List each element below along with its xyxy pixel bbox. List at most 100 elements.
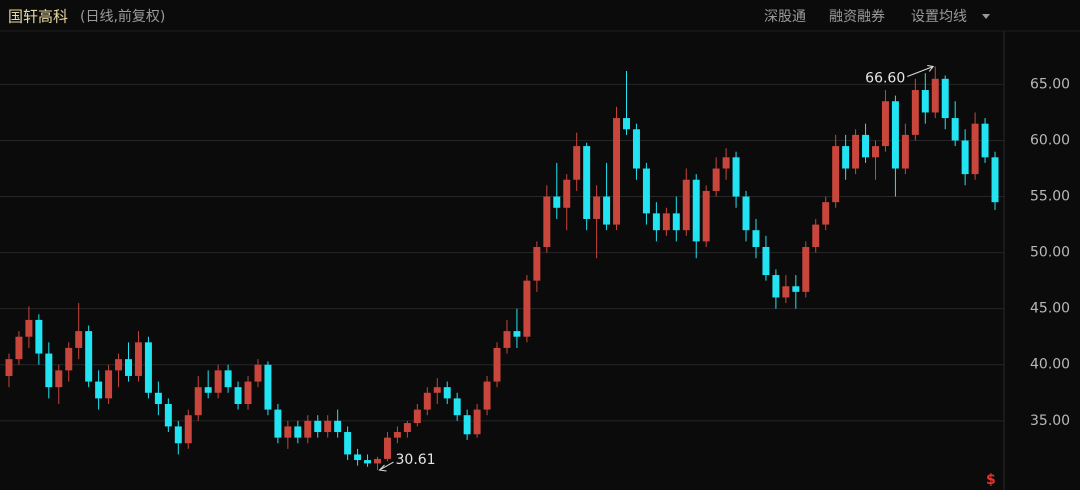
candle-body <box>732 157 740 197</box>
candle-body <box>393 432 401 438</box>
candle-body <box>722 157 730 169</box>
toolbar-button[interactable]: 深股通 <box>764 9 806 25</box>
candle-body <box>752 230 760 248</box>
candle-body <box>453 398 461 416</box>
candle-body <box>164 403 172 427</box>
candle-body <box>971 123 979 175</box>
candle-body <box>15 336 23 360</box>
candle-body <box>842 146 850 169</box>
candle-body <box>603 196 611 225</box>
candle-body <box>911 90 919 135</box>
candle-body <box>543 196 551 248</box>
annotation-arrowhead <box>378 464 387 472</box>
candle-body <box>712 168 720 191</box>
candle-body <box>961 140 969 175</box>
candle-body <box>55 370 63 388</box>
candle-body <box>314 420 322 433</box>
candle-body <box>632 129 640 169</box>
candle-body <box>244 381 252 404</box>
candle-body <box>762 247 770 276</box>
candle-body <box>802 247 810 292</box>
candle-body <box>901 134 909 169</box>
candle-body <box>423 392 431 410</box>
candle-body <box>573 146 581 180</box>
candle-body <box>75 331 83 348</box>
y-tick-label: 60.00 <box>1030 132 1070 148</box>
candle-body <box>742 196 750 231</box>
candle-body <box>672 213 680 231</box>
annotation-arrowhead <box>927 64 935 72</box>
candle-body <box>383 437 391 459</box>
candle-body <box>344 432 352 455</box>
candle-body <box>931 78 939 113</box>
candle-body <box>134 342 142 376</box>
candle-body <box>483 381 491 410</box>
candle-body <box>593 196 601 219</box>
candle-body <box>862 134 870 158</box>
candle-body <box>274 409 282 438</box>
candle-body <box>334 420 342 433</box>
candle-body <box>214 370 222 393</box>
candle-body <box>95 381 103 399</box>
candle-body <box>413 409 421 424</box>
candle-body <box>254 364 262 382</box>
candle-body <box>473 409 481 435</box>
candle-body <box>264 364 272 410</box>
candle-body <box>224 370 232 388</box>
candle-body <box>65 347 73 371</box>
candle-body <box>45 353 53 388</box>
candle-body <box>792 286 800 292</box>
candle-body <box>324 420 332 433</box>
annotation-arrow <box>907 66 934 77</box>
candle-body <box>234 387 242 404</box>
candle-body <box>991 157 999 203</box>
candle-body <box>85 331 93 382</box>
toolbar-button[interactable]: 融资融券 <box>829 9 885 25</box>
candle-body <box>832 146 840 203</box>
candle-body <box>354 454 362 461</box>
candle-body <box>115 359 123 371</box>
y-tick-label: 50.00 <box>1030 245 1070 261</box>
candle-body <box>304 420 312 438</box>
candle-body <box>5 359 13 376</box>
candle-body <box>881 101 889 147</box>
candle-body <box>364 460 372 464</box>
candle-body <box>822 202 830 225</box>
candle-body <box>105 370 113 399</box>
candle-body <box>702 190 710 242</box>
candle-body <box>284 426 292 438</box>
candle-body <box>25 319 33 337</box>
candle-body <box>951 118 959 141</box>
candle-body <box>463 415 471 435</box>
annotation-label: 66.60 <box>865 70 905 86</box>
candle-body <box>782 286 790 298</box>
candle-body <box>652 213 660 231</box>
y-tick-label: 45.00 <box>1030 301 1070 317</box>
y-tick-label: 40.00 <box>1030 357 1070 373</box>
candle-body <box>35 319 43 354</box>
candle-body <box>174 426 182 444</box>
candle-body <box>662 213 670 231</box>
y-tick-label: 65.00 <box>1030 76 1070 92</box>
candle-body <box>692 179 700 242</box>
candle-body <box>891 101 899 169</box>
badge: $ <box>986 472 996 488</box>
candle-body <box>125 359 132 376</box>
y-tick-label: 55.00 <box>1030 189 1070 205</box>
annotation-arrow <box>379 461 394 471</box>
candle-body <box>144 342 152 393</box>
candle-body <box>513 331 521 337</box>
toolbar-button[interactable]: 设置均线 <box>911 9 967 25</box>
candle-body <box>772 275 780 298</box>
candle-body <box>642 168 650 214</box>
dropdown-arrow[interactable] <box>982 14 990 19</box>
candle-body <box>443 387 451 399</box>
candle-body <box>682 179 690 231</box>
candle-body <box>403 423 411 433</box>
candle-body <box>294 426 302 438</box>
candle-body <box>533 247 541 281</box>
candle-body <box>583 146 591 219</box>
candle-body <box>523 280 531 337</box>
